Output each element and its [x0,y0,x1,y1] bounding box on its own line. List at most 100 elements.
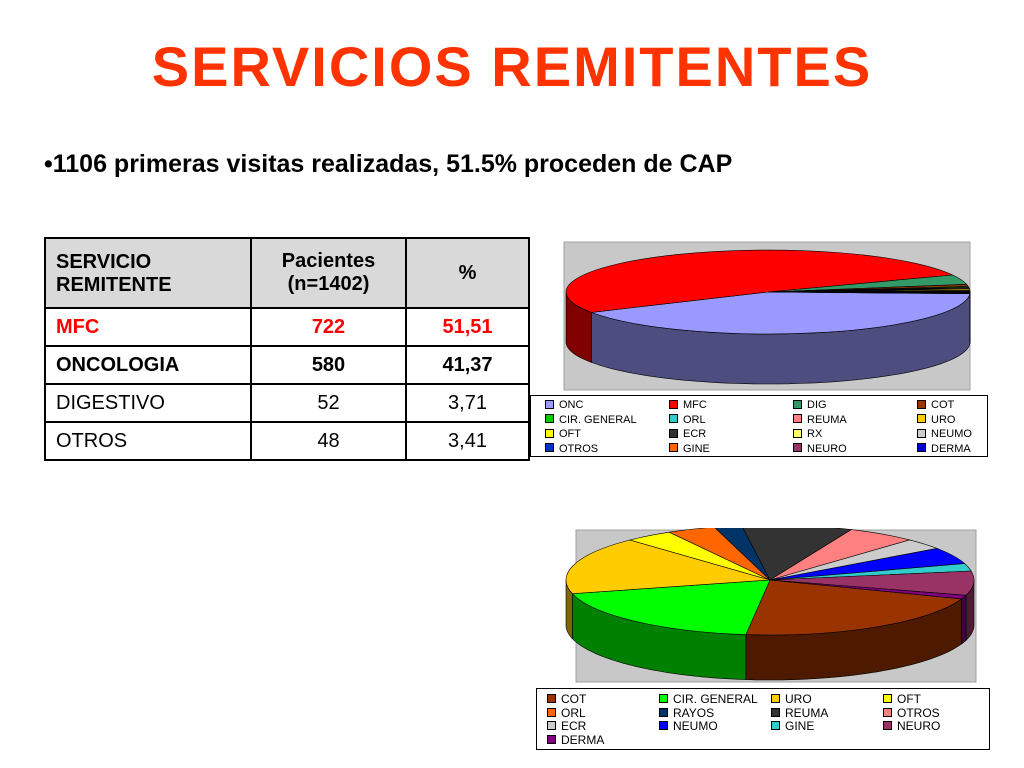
legend-label: RX [807,428,823,440]
cell-pacientes: 48 [250,421,407,461]
legend-label: CIR. GENERAL [559,413,637,426]
legend-item-reuma: REUMA [793,414,847,426]
pie-chart-otros-legend: COT CIR. GENERAL URO OFT ORL RAYOS REUMA OTROS E… [536,688,990,750]
legend-label: URO [785,692,812,706]
legend-swatch [917,414,926,424]
legend-item-neuro: NEURO [793,443,847,455]
legend-swatch [545,414,554,424]
legend-item-ecr: ECR [547,720,586,732]
legend-label: CIR. GENERAL [673,692,758,706]
header-pacientes: Pacientes (n=1402) [250,237,407,309]
pie-side-derma [961,595,967,645]
cell-pct: 41,37 [405,345,530,385]
legend-label: NEUMO [931,428,972,440]
legend-label: RAYOS [673,705,715,720]
legend-item-cot: COT [917,399,954,411]
cell-servicio: OTROS [44,421,252,461]
legend-label: ORL [561,705,586,720]
legend-label: GINE [683,442,710,455]
legend-item-mfc: MFC [669,399,707,411]
legend-label: NEURO [897,719,941,733]
legend-item-gine: GINE [669,443,710,455]
legend-item-otros: OTROS [883,707,940,719]
legend-item-otros: OTROS [545,443,598,455]
legend-item-uro: URO [771,693,812,705]
cell-pct: 3,71 [405,383,530,423]
legend-swatch [547,721,556,731]
legend-swatch [917,428,926,438]
legend-label: OFT [559,428,581,440]
legend-swatch [917,399,926,409]
legend-label: OFT [897,692,921,706]
legend-swatch [547,707,556,717]
cell-servicio: DIGESTIVO [44,383,252,423]
legend-swatch [669,428,678,438]
cell-pct: 3,41 [405,421,530,461]
legend-item-neumo: NEUMO [659,720,718,732]
legend-item-reuma: REUMA [771,707,828,719]
legend-swatch [793,399,802,409]
legend-item-uro: URO [917,414,955,426]
pie-slice-rayos [714,528,771,581]
legend-label: DERMA [561,732,605,747]
legend-item-gine: GINE [771,720,814,732]
legend-swatch [547,694,556,704]
cell-servicio: ONCOLOGIA [44,345,252,385]
legend-item-neumo: NEUMO [917,428,972,440]
legend-label: REUMA [785,705,829,720]
legend-swatch [793,443,802,453]
legend-swatch [659,694,668,704]
legend-label: NEUMO [673,719,718,733]
legend-swatch [659,707,668,717]
legend-label: ECR [683,428,707,440]
page-title: SERVICIOS REMITENTES [151,35,873,98]
legend-swatch [545,428,554,438]
legend-item-cir-general: CIR. GENERAL [545,414,637,426]
legend-item-dig: DIG [793,399,827,411]
cell-pacientes: 580 [250,345,407,385]
legend-swatch [669,443,678,453]
legend-item-oft: OFT [545,428,581,440]
legend-item-derma: DERMA [547,734,604,746]
legend-label: COT [931,399,955,411]
header-pct: % [405,237,530,309]
table-row: ONCOLOGIA 580 41,37 [44,345,530,385]
legend-swatch [771,707,780,717]
summary-bullet: •1106 primeras visitas realizadas, 51.5%… [44,150,733,178]
legend-item-orl: ORL [669,414,706,426]
legend-swatch [771,694,780,704]
legend-label: OTROS [897,705,940,720]
legend-label: GINE [785,719,815,733]
legend-label: URO [931,413,956,426]
legend-swatch [669,399,678,409]
legend-label: DERMA [931,442,971,455]
legend-swatch [883,707,892,717]
legend-item-neuro: NEURO [883,720,940,732]
legend-swatch [793,428,802,438]
legend-swatch [547,734,556,744]
cell-servicio: MFC [44,307,252,347]
legend-label: MFC [683,399,707,411]
legend-swatch [793,414,802,424]
table-header-row: SERVICIO REMITENTE Pacientes (n=1402) % [44,237,530,309]
legend-swatch [545,399,554,409]
legend-item-orl: ORL [547,707,586,719]
legend-label: COT [561,692,587,706]
legend-label: ORL [683,413,706,426]
legend-item-rx: RX [793,428,822,440]
table-row: DIGESTIVO 52 3,71 [44,383,530,423]
legend-item-ecr: ECR [669,428,706,440]
pie-slice-cir-general [571,579,771,635]
services-table: SERVICIO REMITENTE Pacientes (n=1402) % … [44,237,530,461]
legend-item-cir-general: CIR. GENERAL [659,693,758,705]
legend-item-derma: DERMA [917,443,971,455]
legend-label: ONC [559,399,584,411]
legend-swatch [771,721,780,731]
cell-pacientes: 52 [250,383,407,423]
legend-label: NEURO [807,442,847,455]
legend-item-oft: OFT [883,693,921,705]
pie-chart-servicios-legend: ONC MFC DIG COT CIR. GENERAL ORL REUMA URO OFT EC… [530,395,988,457]
pie-chart-servicios [563,241,971,391]
pie-slice-uro [565,539,771,595]
table-row: MFC 722 51,51 [44,307,530,347]
